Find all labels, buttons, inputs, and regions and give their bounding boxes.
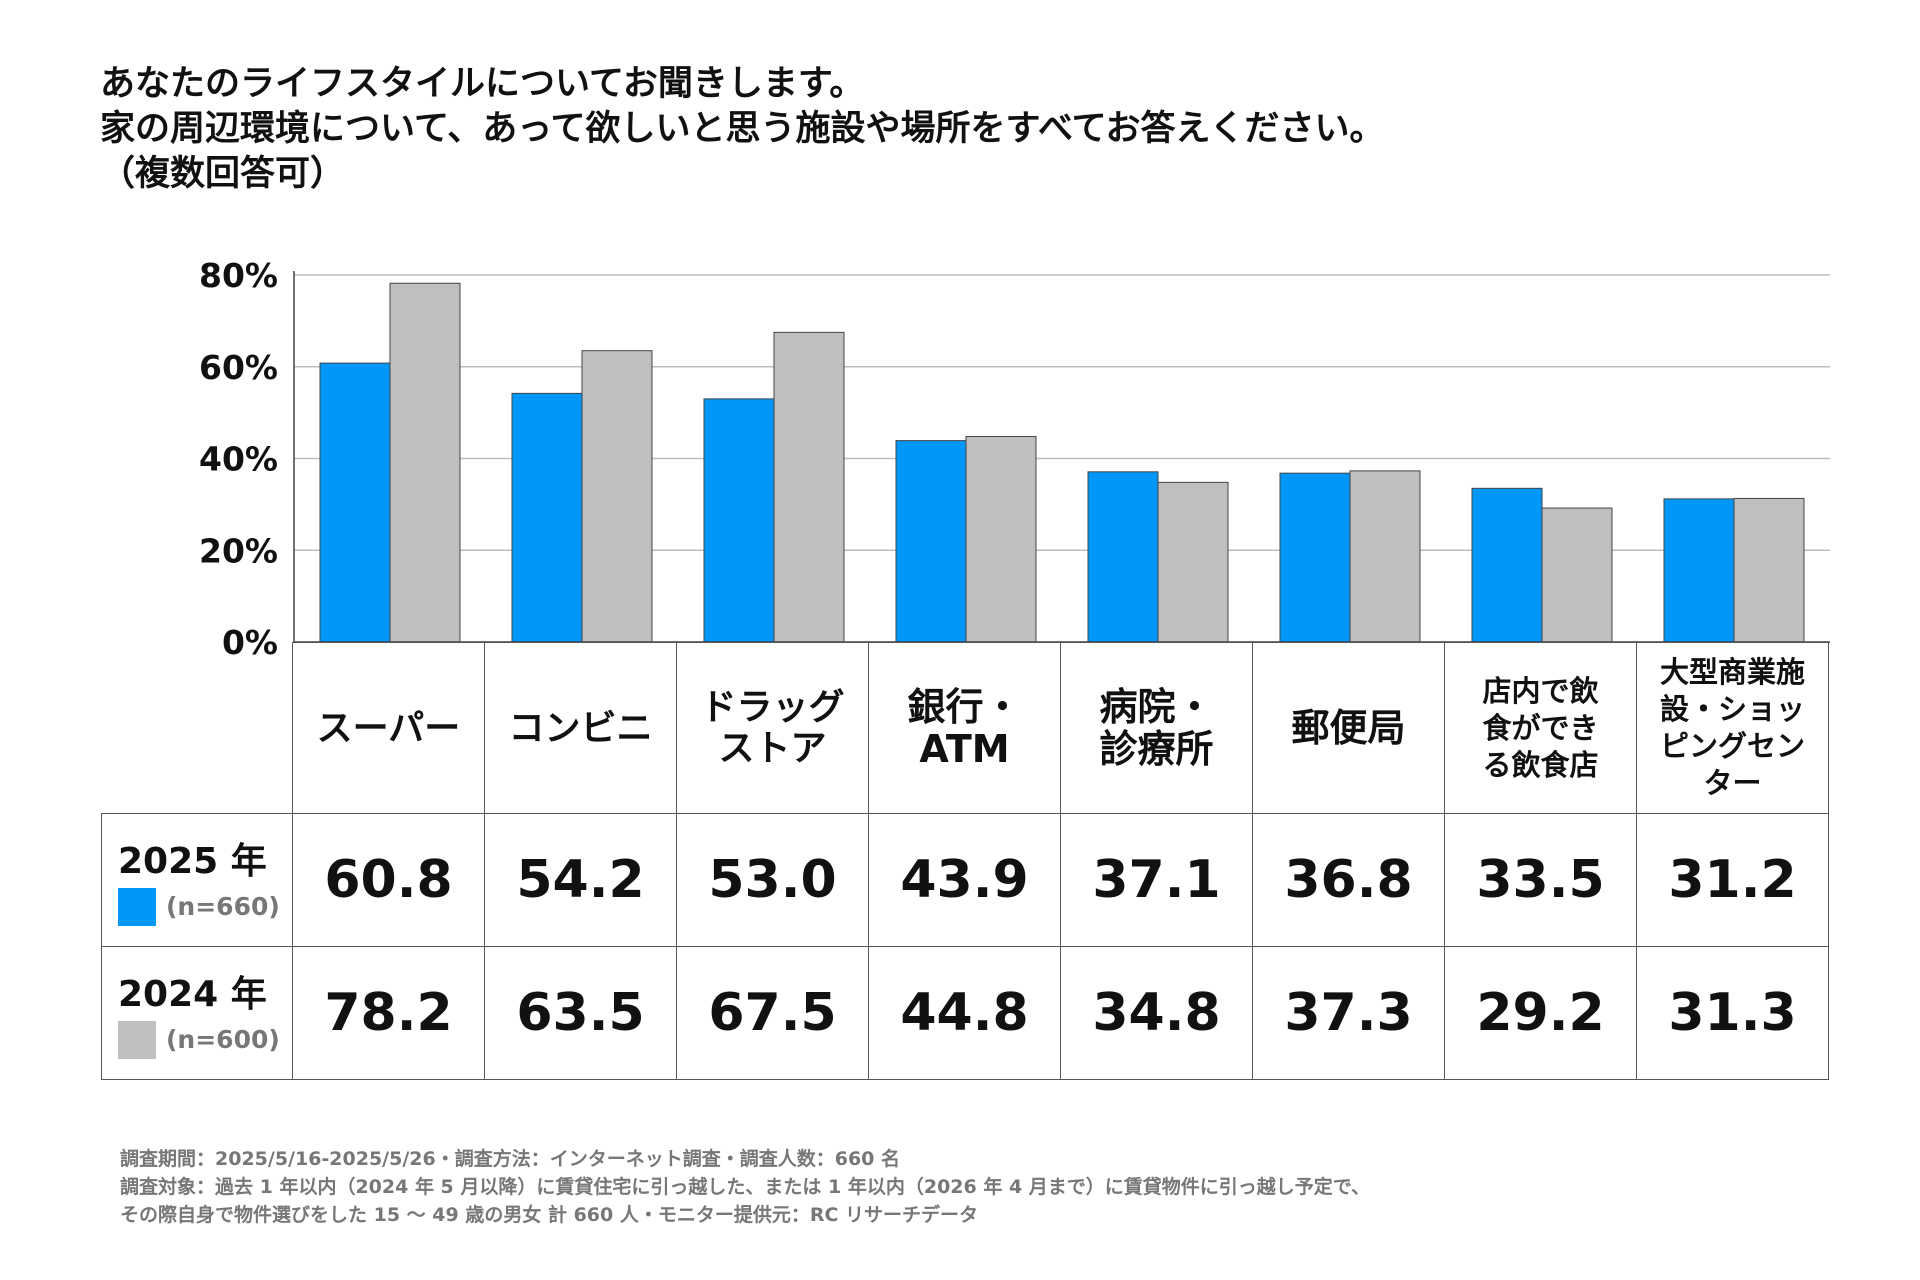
value-cell: 44.8: [868, 946, 1061, 1080]
title-line-2: 家の周辺環境について、あって欲しいと思う施設や場所をすべてお答えください。: [100, 109, 1385, 149]
category-label: ピングセン: [1659, 729, 1805, 763]
category-cell: 大型商業施 設・ショッ ピングセン ター: [1636, 642, 1829, 814]
value-cell: 54.2: [484, 813, 677, 947]
sample-size: (n=660): [166, 892, 280, 921]
category-cell: 銀行・ ATM: [868, 642, 1061, 814]
category-label: 設・ショッ: [1659, 692, 1805, 726]
category-label: 大型商業施: [1659, 655, 1805, 689]
value-cell: 29.2: [1444, 946, 1637, 1080]
category-label: 銀行・: [907, 685, 1022, 729]
category-label: ター: [1703, 766, 1762, 800]
y-tick-label: 60%: [199, 348, 278, 387]
bar-2024: [1541, 507, 1613, 643]
value-cell: 60.8: [292, 813, 485, 947]
chart-title: あなたのライフスタイルについてお聞きします。 家の周辺環境について、あって欲しい…: [100, 62, 1385, 197]
value-cell: 31.2: [1636, 813, 1829, 947]
value-cell: 31.3: [1636, 946, 1829, 1080]
footnote-line: 調査期間：2025/5/16-2025/5/26・調査方法：インターネット調査・…: [120, 1148, 901, 1170]
category-label: 食ができ: [1482, 710, 1599, 745]
footnote-line: 調査対象：過去 1 年以内（2024 年 5 月以降）に賃貸住宅に引っ越した、ま…: [120, 1176, 1371, 1198]
y-tick-label: 40%: [199, 440, 278, 479]
bar-2025: [895, 440, 967, 643]
title-line-3: （複数回答可）: [100, 154, 346, 194]
value-cell: 78.2: [292, 946, 485, 1080]
category-cell: 病院・ 診療所: [1060, 642, 1253, 814]
category-header-row: スーパー コンビニ ドラッグ ストア 銀行・ ATM 病院・ 診療所 郵便局 店…: [102, 642, 1829, 814]
table-corner: [102, 643, 293, 814]
y-tick-label: 0%: [222, 623, 278, 660]
bar-2025: [319, 362, 391, 643]
category-label: コンビニ: [508, 707, 653, 749]
bar-2025: [1087, 471, 1159, 643]
bar-2025: [1279, 472, 1351, 643]
value-cell: 34.8: [1060, 946, 1253, 1080]
category-label: ストア: [718, 728, 827, 769]
data-table: スーパー コンビニ ドラッグ ストア 銀行・ ATM 病院・ 診療所 郵便局 店…: [101, 642, 1829, 1080]
category-cell: 郵便局: [1252, 642, 1445, 814]
value-cell: 67.5: [676, 946, 869, 1080]
series-row-2025: 2025 年 (n=660) 60.8 54.2 53.0 43.9 37.1 …: [101, 813, 1829, 947]
bar-2024: [581, 350, 653, 643]
category-label: 郵便局: [1291, 706, 1406, 750]
title-line-1: あなたのライフスタイルについてお聞きします。: [100, 64, 865, 104]
category-label: 店内で飲: [1482, 673, 1599, 708]
legend-swatch-2025: [118, 888, 156, 926]
category-label: スーパー: [316, 707, 461, 749]
y-tick-label: 20%: [199, 531, 278, 570]
value-cell: 43.9: [868, 813, 1061, 947]
series-row-2024: 2024 年 (n=600) 78.2 63.5 67.5 44.8 34.8 …: [101, 946, 1829, 1080]
series-name: 2024 年: [118, 974, 267, 1015]
category-label: 病院・: [1099, 685, 1214, 729]
bar-2024: [1157, 481, 1229, 643]
value-cell: 37.3: [1252, 946, 1445, 1080]
bar-2025: [1663, 498, 1735, 643]
category-cell: コンビニ: [484, 642, 677, 814]
category-cell: ドラッグ ストア: [676, 642, 869, 814]
value-cell: 36.8: [1252, 813, 1445, 947]
bar-2025: [1471, 487, 1543, 643]
footnote: 調査期間：2025/5/16-2025/5/26・調査方法：インターネット調査・…: [120, 1145, 1370, 1229]
row-header-2024: 2024 年 (n=600): [101, 946, 293, 1080]
bar-2024: [1733, 497, 1805, 643]
value-cell: 63.5: [484, 946, 677, 1080]
value-cell: 37.1: [1060, 813, 1253, 947]
category-cell: スーパー: [292, 642, 485, 814]
category-label: ATM: [919, 727, 1010, 771]
series-name: 2025 年: [118, 841, 267, 882]
footnote-line: その際自身で物件選びをした 15 ～ 49 歳の男女 計 660 人・モニター提…: [120, 1204, 979, 1226]
value-cell: 53.0: [676, 813, 869, 947]
category-label: る飲食店: [1482, 747, 1599, 782]
y-tick-label: 80%: [199, 256, 278, 295]
legend-swatch-2024: [118, 1021, 156, 1059]
row-header-2025: 2025 年 (n=660): [101, 813, 293, 947]
category-cell: 店内で飲 食ができ る飲食店: [1444, 642, 1637, 814]
bar-2025: [511, 392, 583, 643]
category-label: ドラッグ: [700, 687, 845, 728]
value-cell: 33.5: [1444, 813, 1637, 947]
bar-2024: [389, 282, 461, 643]
category-label: 診療所: [1099, 727, 1214, 771]
bar-2024: [1349, 470, 1421, 643]
sample-size: (n=600): [166, 1025, 280, 1054]
bar-2024: [965, 435, 1037, 643]
bar-2025: [703, 398, 775, 643]
bar-2024: [773, 331, 845, 643]
bar-chart: 0% 20% 40% 60% 80%: [199, 256, 1830, 660]
